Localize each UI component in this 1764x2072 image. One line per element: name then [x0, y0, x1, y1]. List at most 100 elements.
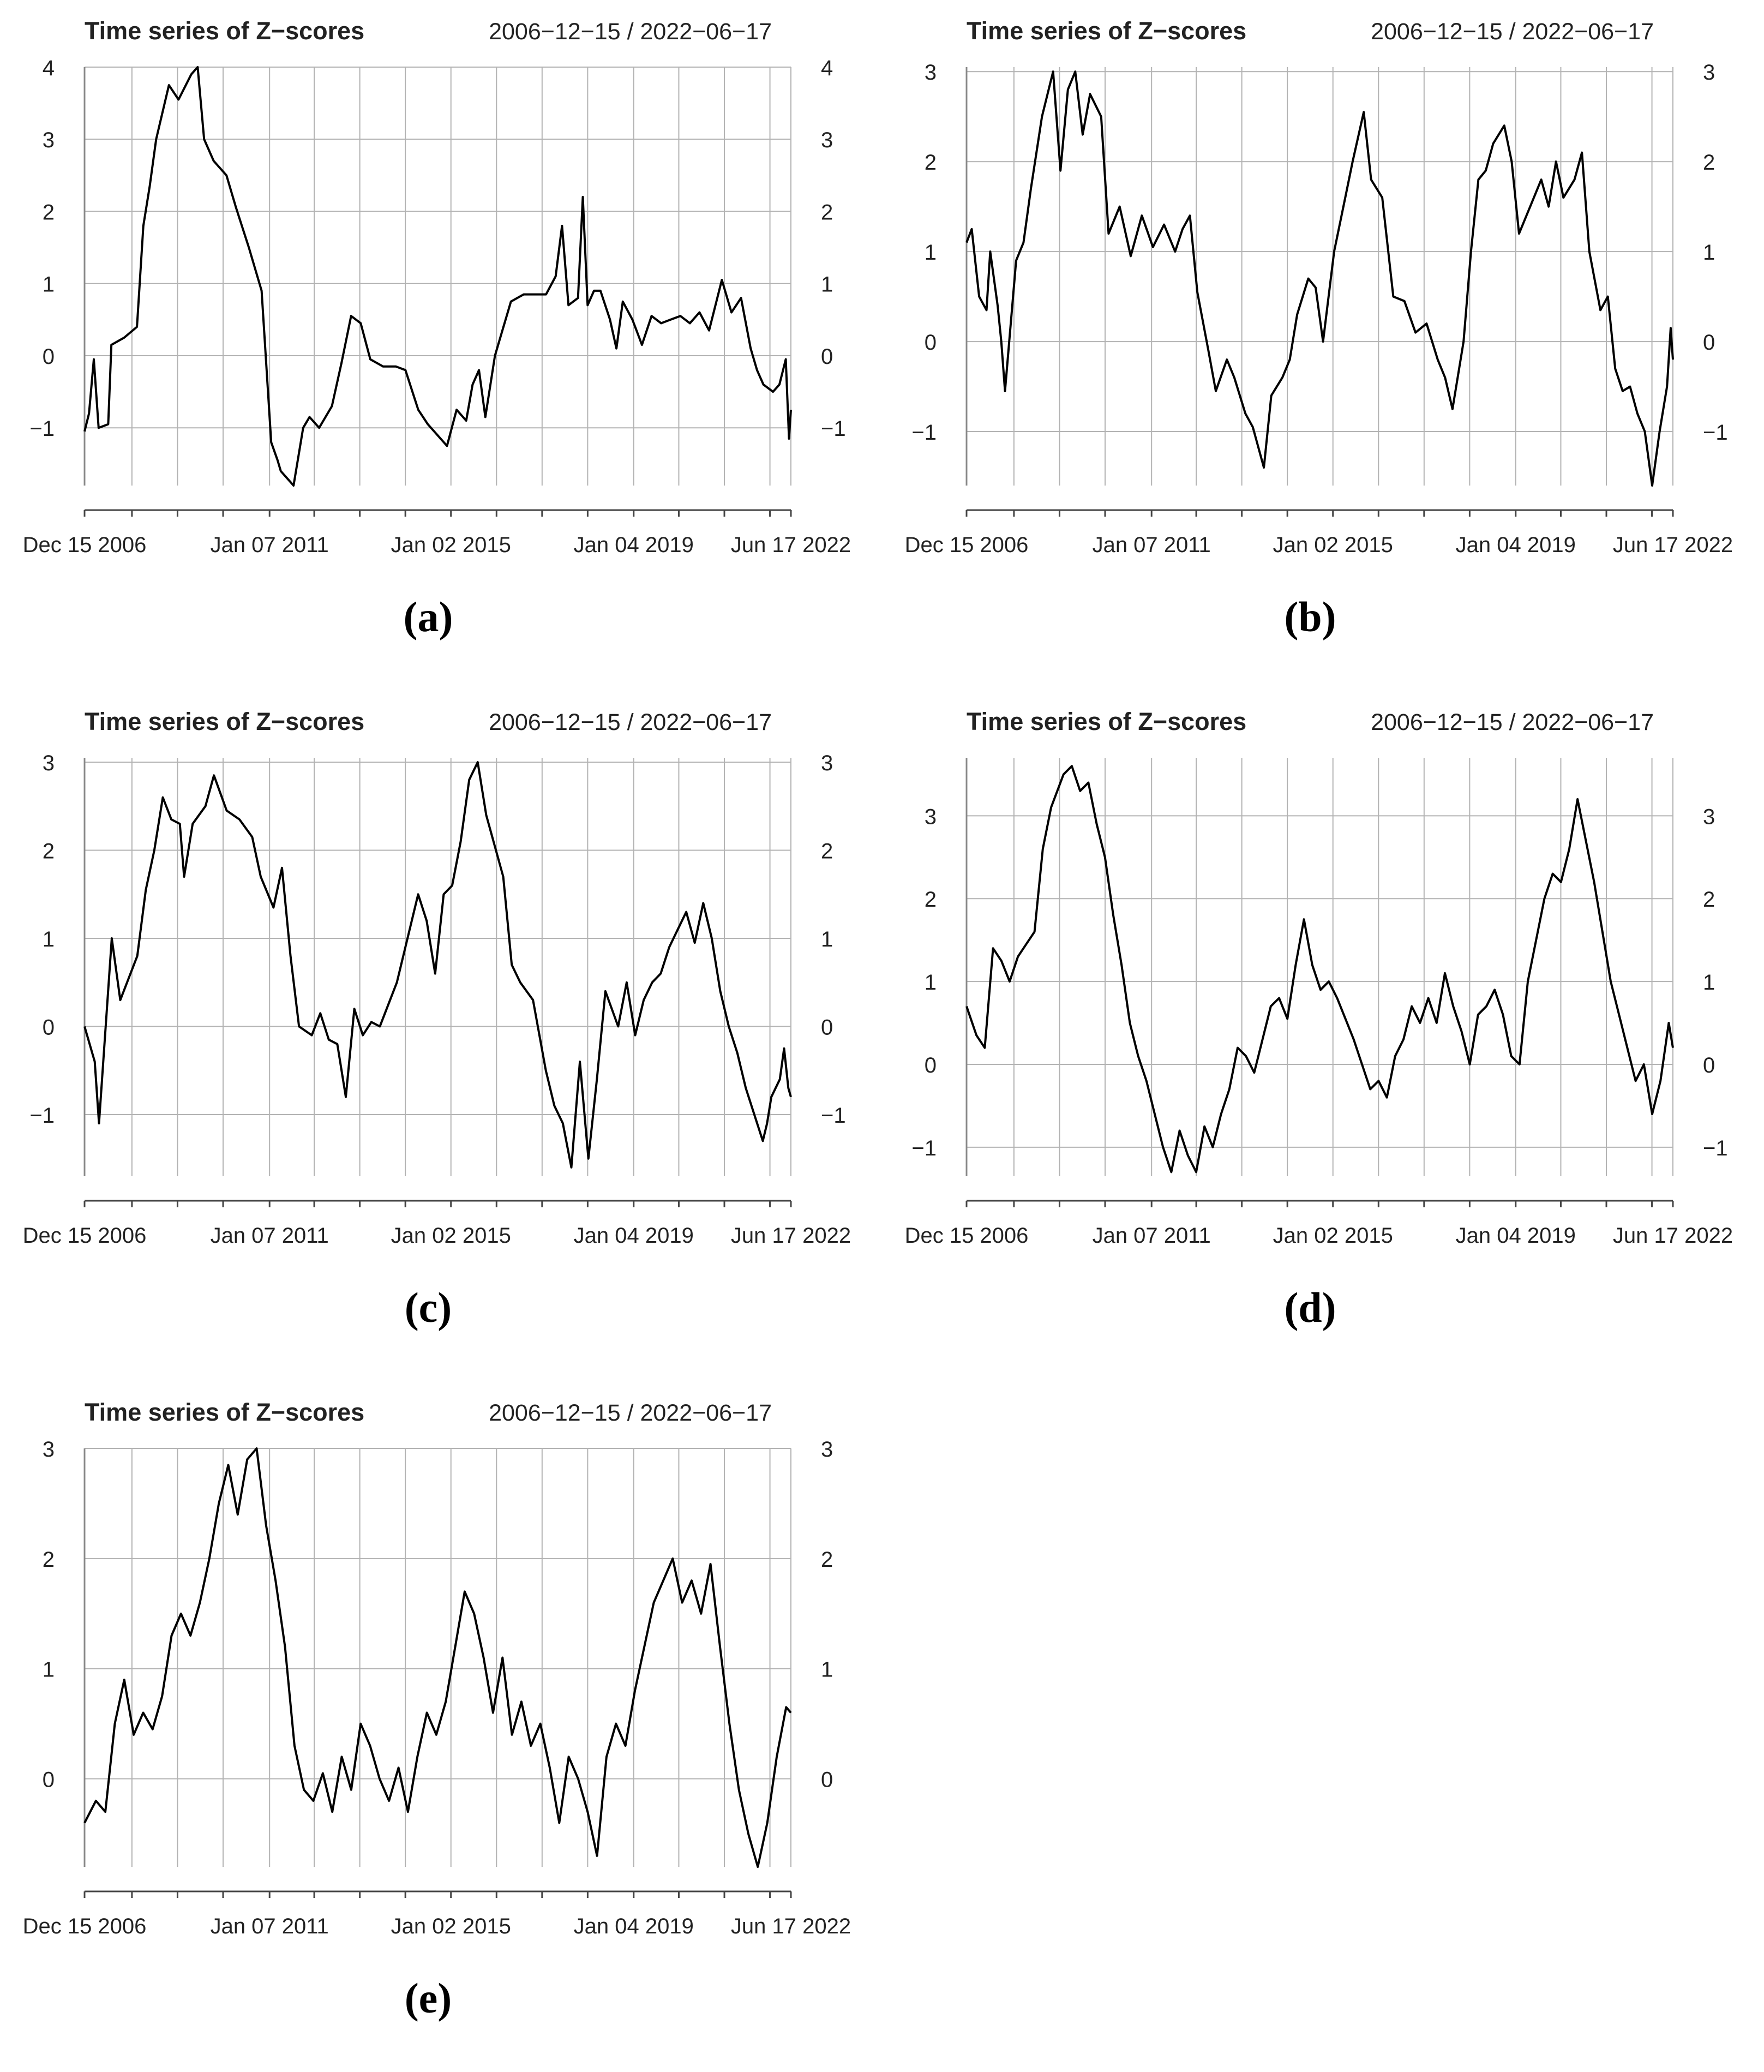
y-tick-label-left: 3	[925, 805, 937, 829]
y-tick-label-left: 0	[43, 1768, 55, 1792]
chart-title: Time series of Z−scores	[85, 708, 364, 735]
panel-caption: (c)	[405, 1284, 452, 1331]
y-tick-label-right: 3	[1703, 61, 1715, 85]
panel-caption: (b)	[1284, 593, 1336, 640]
x-tick-label: Jan 04 2019	[574, 1914, 694, 1938]
y-tick-label-left: 2	[43, 200, 55, 224]
y-tick-label-right: 3	[821, 751, 833, 775]
x-tick-label: Dec 15 2006	[23, 1914, 147, 1938]
y-tick-label-right: −1	[1703, 421, 1728, 445]
x-tick-label: Jan 07 2011	[1093, 533, 1211, 557]
x-tick-label: Jan 04 2019	[1456, 533, 1576, 557]
x-tick-label: Jan 04 2019	[1456, 1224, 1576, 1248]
x-tick-label: Jun 17 2022	[731, 533, 851, 557]
date-range: 2006−12−15 / 2022−06−17	[489, 1400, 772, 1426]
x-tick-label: Jan 07 2011	[211, 533, 329, 557]
series-line	[83, 66, 792, 487]
y-tick-label-right: 1	[1703, 971, 1715, 995]
x-tick-label: Jan 02 2015	[1273, 533, 1393, 557]
y-tick-label-right: −1	[821, 417, 846, 441]
y-tick-label-right: 2	[821, 200, 833, 224]
y-tick-label-left: 3	[925, 61, 937, 85]
y-tick-label-right: 3	[821, 1438, 833, 1462]
chart-svg: Time series of Z−scores 2006−12−15 / 2022…	[905, 708, 1733, 1331]
x-tick-label: Jan 02 2015	[391, 533, 511, 557]
y-tick-label-right: 2	[1703, 151, 1715, 175]
x-tick-label: Dec 15 2006	[23, 533, 147, 557]
y-tick-label-right: 2	[821, 1548, 833, 1572]
date-range: 2006−12−15 / 2022−06−17	[489, 709, 772, 735]
y-tick-label-left: 1	[43, 1658, 55, 1682]
x-tick-label: Jan 04 2019	[574, 1224, 694, 1248]
y-tick-label-left: −1	[29, 417, 55, 441]
y-tick-label-left: 0	[925, 1053, 937, 1077]
y-tick-label-left: −1	[911, 421, 937, 445]
y-tick-label-left: 1	[925, 971, 937, 995]
series-line	[83, 1447, 792, 1868]
y-tick-label-right: 3	[821, 128, 833, 152]
y-tick-label-left: −1	[29, 1104, 55, 1128]
y-tick-label-right: 1	[821, 1658, 833, 1682]
chart-title: Time series of Z−scores	[967, 708, 1246, 735]
chart-svg: Time series of Z−scores 2006−12−15 / 2022…	[23, 1398, 851, 2022]
panel-caption: (e)	[405, 1974, 452, 2022]
chart-panel-b: Time series of Z−scores 2006−12−15 / 2022…	[882, 0, 1764, 691]
y-tick-label-right: 0	[1703, 331, 1715, 355]
y-tick-label-left: −1	[911, 1136, 937, 1160]
x-tick-label: Jun 17 2022	[1613, 1224, 1733, 1248]
chart-title: Time series of Z−scores	[85, 17, 364, 45]
y-tick-label-right: 1	[1703, 241, 1715, 265]
y-tick-label-left: 3	[43, 1438, 55, 1462]
y-tick-label-left: 2	[43, 840, 55, 864]
x-tick-label: Jan 07 2011	[211, 1224, 329, 1248]
y-tick-label-right: −1	[1703, 1136, 1728, 1160]
chart-svg: Time series of Z−scores 2006−12−15 / 2022…	[23, 17, 851, 640]
date-range: 2006−12−15 / 2022−06−17	[1371, 709, 1654, 735]
y-tick-label-right: 1	[821, 273, 833, 297]
date-range: 2006−12−15 / 2022−06−17	[489, 19, 772, 45]
y-tick-label-left: 2	[925, 888, 937, 912]
chart-title: Time series of Z−scores	[967, 17, 1246, 45]
x-tick-label: Jun 17 2022	[731, 1224, 851, 1248]
series-line	[965, 765, 1674, 1173]
x-tick-label: Dec 15 2006	[23, 1224, 147, 1248]
chart-panel-c: Time series of Z−scores 2006−12−15 / 2022…	[0, 691, 882, 1381]
y-tick-label-left: 4	[43, 56, 55, 80]
y-tick-label-left: 2	[43, 1548, 55, 1572]
x-tick-label: Jan 04 2019	[574, 533, 694, 557]
y-tick-label-right: 0	[821, 1015, 833, 1039]
y-tick-label-left: 3	[43, 751, 55, 775]
y-tick-label-left: 2	[925, 151, 937, 175]
x-tick-label: Dec 15 2006	[905, 533, 1029, 557]
chart-panel-a: Time series of Z−scores 2006−12−15 / 2022…	[0, 0, 882, 691]
y-tick-label-left: 0	[43, 345, 55, 369]
chart-panel-e: Time series of Z−scores 2006−12−15 / 2022…	[0, 1381, 882, 2072]
y-tick-label-left: 1	[925, 241, 937, 265]
y-tick-label-left: 3	[43, 128, 55, 152]
series-line	[83, 761, 792, 1169]
y-tick-label-right: 1	[821, 927, 833, 951]
y-tick-label-right: 0	[821, 345, 833, 369]
y-tick-label-right: 4	[821, 56, 833, 80]
y-tick-label-left: 1	[43, 273, 55, 297]
y-tick-label-right: 2	[1703, 888, 1715, 912]
y-tick-label-right: 3	[1703, 805, 1715, 829]
y-tick-label-left: 1	[43, 927, 55, 951]
x-tick-label: Jan 02 2015	[391, 1224, 511, 1248]
panel-caption: (d)	[1284, 1284, 1336, 1331]
panel-caption: (a)	[404, 593, 453, 640]
y-tick-label-right: 0	[821, 1768, 833, 1792]
series-line	[965, 70, 1674, 487]
x-tick-label: Jan 02 2015	[391, 1914, 511, 1938]
x-tick-label: Jan 02 2015	[1273, 1224, 1393, 1248]
date-range: 2006−12−15 / 2022−06−17	[1371, 19, 1654, 45]
chart-title: Time series of Z−scores	[85, 1398, 364, 1426]
x-tick-label: Jun 17 2022	[1613, 533, 1733, 557]
chart-panel-d: Time series of Z−scores 2006−12−15 / 2022…	[882, 691, 1764, 1381]
chart-svg: Time series of Z−scores 2006−12−15 / 2022…	[23, 708, 851, 1331]
x-tick-label: Jan 07 2011	[1093, 1224, 1211, 1248]
y-tick-label-right: 2	[821, 840, 833, 864]
x-tick-label: Dec 15 2006	[905, 1224, 1029, 1248]
y-tick-label-left: 0	[43, 1015, 55, 1039]
y-tick-label-left: 0	[925, 331, 937, 355]
